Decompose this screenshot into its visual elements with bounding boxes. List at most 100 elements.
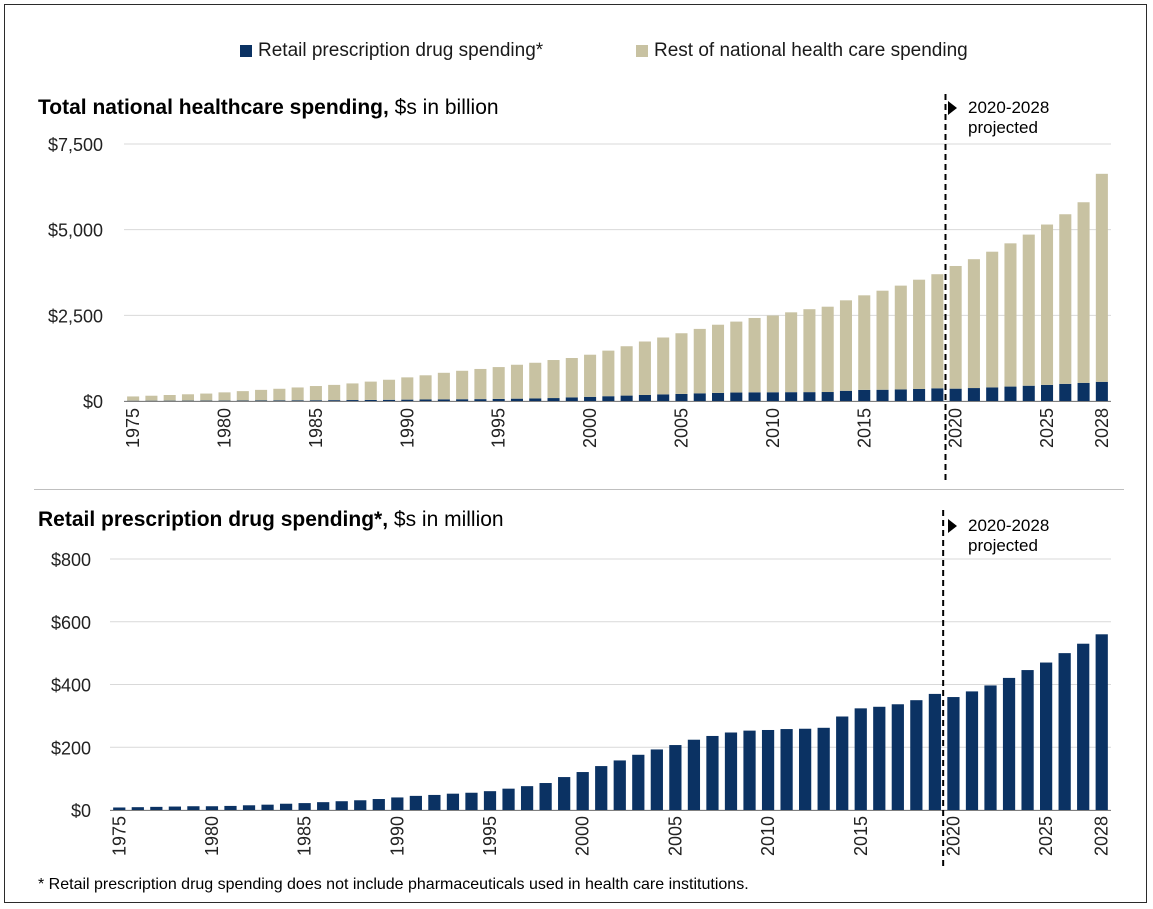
- chart1-bar-retail-drug: [657, 394, 670, 401]
- chart1-bar-rest-of-spending: [1059, 214, 1072, 384]
- chart2-title-unit: $s in million: [393, 508, 504, 531]
- chart1-bar-retail-drug: [346, 400, 359, 401]
- chart1-bar-rest-of-spending: [547, 360, 560, 399]
- chart2-x-tick-label: 1980: [202, 816, 222, 856]
- chart2-bar-retail-drug: [928, 693, 942, 810]
- legend-swatch-rest-of-spending: [636, 45, 648, 57]
- chart1-bar-retail-drug: [821, 392, 834, 401]
- chart2-bar-retail-drug: [965, 691, 979, 810]
- chart1-bar-rest-of-spending: [584, 354, 597, 397]
- chart1-bar-retail-drug: [529, 398, 542, 401]
- chart2-bar-retail-drug: [261, 804, 274, 810]
- chart1-bar-rest-of-spending: [1077, 202, 1090, 383]
- chart2-bar-retail-drug: [687, 739, 701, 810]
- chart2-bar-retail-drug: [131, 807, 144, 810]
- chart2-bar-retail-drug: [298, 803, 311, 810]
- chart2-bar-retail-drug: [354, 800, 367, 810]
- chart1-bar-rest-of-spending: [127, 396, 140, 401]
- chart1-bar-rest-of-spending: [931, 274, 944, 389]
- chart2-bar-retail-drug: [279, 803, 293, 810]
- chart1-bar-rest-of-spending: [529, 362, 542, 399]
- chart1-bar-retail-drug: [602, 396, 615, 401]
- chart1-bar-retail-drug: [565, 397, 578, 401]
- chart1-bar-rest-of-spending: [839, 300, 852, 391]
- chart1-bar-rest-of-spending: [620, 346, 633, 396]
- chart1-bar-rest-of-spending: [602, 350, 615, 397]
- chart1-bar-rest-of-spending: [255, 389, 268, 401]
- chart1-bar-rest-of-spending: [364, 381, 377, 400]
- legend-label-retail-drug: Retail prescription drug spending*: [258, 40, 544, 61]
- chart2-bar-retail-drug: [1040, 662, 1053, 810]
- chart1-bar-rest-of-spending: [803, 309, 816, 393]
- chart1-bar-rest-of-spending: [291, 387, 304, 401]
- chart2-x-tick-label: 1995: [480, 816, 500, 856]
- chart1-x-tick-label: 1980: [215, 408, 235, 448]
- chart1-x-tick-label: 2010: [763, 408, 783, 448]
- chart1-bar-rest-of-spending: [309, 386, 322, 401]
- chart2-y-tick-label: $200: [51, 738, 91, 758]
- chart1-x-tick-label: 1985: [306, 408, 326, 448]
- chart2-bar-retail-drug: [187, 806, 200, 810]
- chart1-bar-rest-of-spending: [456, 370, 469, 400]
- chart2-bar-retail-drug: [113, 807, 126, 810]
- chart1-x-tick-label: 2015: [854, 408, 874, 448]
- legend-swatch-retail-drug: [240, 45, 252, 57]
- chart2-bar-retail-drug: [595, 766, 608, 810]
- chart2-bar-retail-drug: [150, 806, 163, 810]
- chart1-bar-retail-drug: [1059, 383, 1072, 401]
- chart1-bar-rest-of-spending: [565, 358, 578, 398]
- chart1-bar-retail-drug: [547, 398, 560, 401]
- chart1-bar-retail-drug: [748, 392, 761, 401]
- chart1-bar-retail-drug: [858, 389, 871, 401]
- chart1-bar-rest-of-spending: [163, 395, 176, 401]
- chart1-bar-retail-drug: [419, 399, 432, 401]
- chart2-bar-retail-drug: [947, 697, 960, 810]
- chart1-bar-rest-of-spending: [894, 285, 907, 390]
- chart2-x-tick-label: 2015: [851, 816, 871, 856]
- chart1-bar-rest-of-spending: [145, 395, 158, 401]
- chart2-x-tick-label: 2025: [1036, 816, 1056, 856]
- chart1-bar-retail-drug: [620, 395, 633, 401]
- chart1-bar-retail-drug: [584, 396, 597, 401]
- chart1-bar-retail-drug: [785, 392, 798, 401]
- chart1-bar-rest-of-spending: [821, 306, 834, 393]
- chart1-title: Total national healthcare spending, $s i…: [38, 96, 499, 120]
- chart2-bar-retail-drug: [613, 760, 626, 810]
- chart1-bar-rest-of-spending: [419, 375, 432, 400]
- chart1-bar-retail-drug: [876, 389, 889, 401]
- chart2-bar-retail-drug: [743, 730, 756, 810]
- chart2-bar-retail-drug: [632, 754, 645, 810]
- chart2-projection-arrow-icon: [948, 519, 957, 533]
- chart2-bar-retail-drug: [706, 735, 719, 810]
- chart2-bar-retail-drug: [817, 727, 830, 810]
- chart1-bar-retail-drug: [474, 399, 487, 401]
- chart1-bar-rest-of-spending: [748, 317, 761, 393]
- chart1-bar-retail-drug: [291, 400, 304, 401]
- chart1-bar-rest-of-spending: [383, 379, 396, 400]
- chart2-x-tick-label: 2000: [573, 816, 593, 856]
- chart1-bar-retail-drug: [712, 392, 725, 401]
- legend-label-rest-of-spending: Rest of national health care spending: [654, 40, 968, 61]
- chart2-projection-line2: projected: [968, 536, 1038, 555]
- chart1-bar-retail-drug: [328, 400, 341, 401]
- figure-frame: [4, 4, 1147, 903]
- chart1-bar-retail-drug: [401, 399, 414, 401]
- chart1-bar-rest-of-spending: [1041, 224, 1054, 385]
- chart2-y-tick-label: $0: [71, 801, 91, 821]
- chart1-bar-rest-of-spending: [510, 364, 523, 399]
- chart2-title-main: Retail prescription drug spending*,: [38, 508, 389, 531]
- chart2-bar-retail-drug: [669, 745, 682, 810]
- chart1-y-tick-label: $0: [83, 392, 103, 412]
- chart1-bar-retail-drug: [492, 398, 505, 401]
- chart1-bar-retail-drug: [949, 388, 962, 401]
- chart1-bar-retail-drug: [383, 399, 396, 401]
- chart1-bar-retail-drug: [273, 400, 286, 401]
- chart1-x-tick-label: 1990: [397, 408, 417, 448]
- chart1-bar-retail-drug: [931, 388, 944, 401]
- chart1-bar-retail-drug: [1022, 385, 1035, 401]
- chart1-bar-retail-drug: [1004, 386, 1017, 401]
- chart2-bar-retail-drug: [335, 801, 348, 810]
- chart1-bar-retail-drug: [693, 393, 706, 401]
- chart2-bar-retail-drug: [761, 729, 775, 810]
